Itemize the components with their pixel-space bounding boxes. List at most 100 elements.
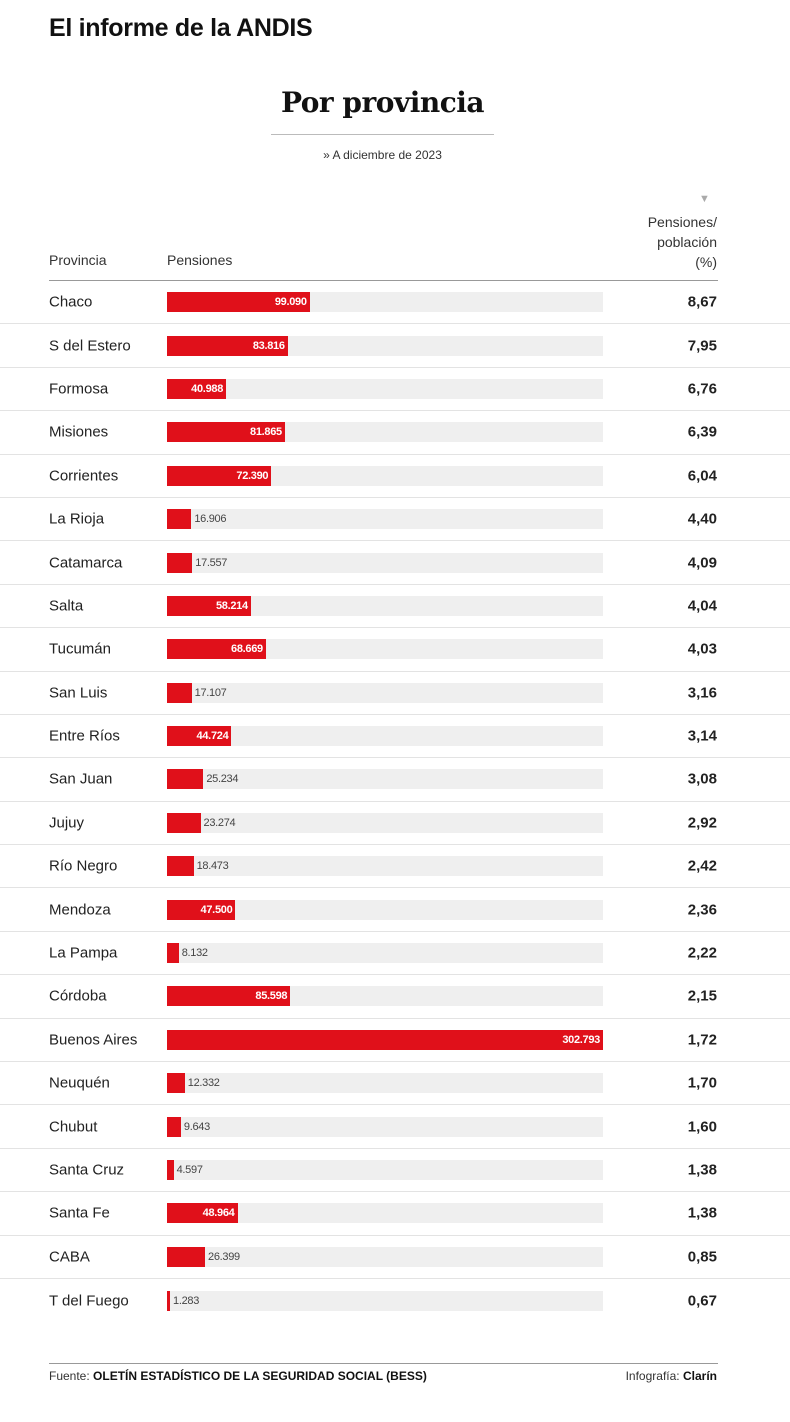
table-row: T del Fuego 1.283 0,67	[0, 1279, 790, 1322]
pensiones-value: 47.500	[200, 903, 233, 916]
bar-track: 44.724	[167, 726, 603, 747]
table-row: Córdoba 85.598 2,15	[0, 975, 790, 1019]
ratio-value: 1,38	[687, 1161, 717, 1179]
ratio-value: 2,92	[687, 814, 717, 832]
ratio-value: 1,38	[687, 1204, 717, 1222]
pensiones-bar	[167, 465, 272, 486]
province-label: Catamarca	[49, 554, 123, 572]
bar-track: 23.274	[167, 812, 603, 833]
table-row: S del Estero 83.816 7,95	[0, 324, 790, 368]
bar-track: 72.390	[167, 465, 603, 486]
province-label: Neuquén	[49, 1074, 110, 1092]
table-row: Buenos Aires 302.793 1,72	[0, 1019, 790, 1063]
ratio-value: 2,22	[687, 944, 717, 962]
column-header-ratio[interactable]: Pensiones/ población (%)	[648, 212, 717, 272]
pensiones-value: 44.724	[196, 730, 229, 743]
table-row: Neuquén 12.332 1,70	[0, 1062, 790, 1106]
pensiones-bar	[167, 1029, 603, 1050]
table-row: CABA 26.399 0,85	[0, 1236, 790, 1279]
bar-track: 85.598	[167, 986, 603, 1007]
credit-text: Clarín	[682, 1369, 717, 1383]
table-row: Mendoza 47.500 2,36	[0, 888, 790, 932]
pensiones-bar	[167, 639, 266, 660]
table-row: Jujuy 23.274 2,92	[0, 802, 790, 846]
province-label: Chubut	[49, 1118, 98, 1136]
ratio-value: 8,67	[687, 293, 717, 311]
pensiones-bar	[167, 1203, 238, 1224]
column-header-provincia[interactable]: Provincia	[49, 252, 107, 268]
pensiones-bar	[167, 335, 288, 356]
province-label: Formosa	[49, 380, 109, 398]
ratio-value: 4,09	[687, 554, 717, 572]
province-label: San Luis	[49, 684, 108, 702]
bar-track: 83.816	[167, 335, 603, 356]
pensiones-bar	[167, 899, 236, 920]
province-label: San Juan	[49, 770, 113, 788]
pensiones-value: 81.865	[250, 426, 282, 439]
pensiones-bar	[167, 422, 285, 443]
bar-track: 18.473	[167, 856, 603, 877]
pensiones-value: 26.399	[208, 1250, 240, 1263]
pensiones-value: 68.669	[231, 643, 263, 656]
ratio-value: 6,04	[687, 467, 717, 485]
ratio-value: 3,16	[687, 684, 717, 702]
table-row: Entre Ríos 44.724 3,14	[0, 715, 790, 759]
source-text: OLETÍN ESTADÍSTICO DE LA SEGURIDAD SOCIA…	[93, 1369, 427, 1383]
pensiones-bar	[167, 986, 291, 1007]
bar-track: 8.132	[167, 943, 603, 964]
table-row: Catamarca 17.557 4,09	[0, 541, 790, 585]
footer-divider	[49, 1363, 718, 1364]
pensiones-bar	[167, 1160, 174, 1180]
bar-track: 4.597	[167, 1160, 603, 1180]
pensiones-value: 12.332	[187, 1077, 220, 1090]
bar-track: 40.988	[167, 378, 603, 399]
table-row: La Pampa 8.132 2,22	[0, 932, 790, 976]
bar-track: 1.283	[167, 1290, 603, 1311]
pensiones-value: 23.274	[203, 816, 236, 829]
column-header-pensiones[interactable]: Pensiones	[167, 252, 233, 268]
pensiones-bar	[167, 856, 194, 877]
pensiones-value: 8.132	[181, 947, 208, 960]
province-label: CABA	[49, 1248, 90, 1266]
table-row: Chaco 99.090 8,67	[0, 281, 790, 325]
column-header-ratio-line3: (%)	[695, 254, 717, 270]
bar-track: 12.332	[167, 1073, 603, 1094]
pensiones-value: 25.234	[206, 773, 239, 786]
pensiones-value: 72.390	[236, 469, 269, 482]
credit-label: Infografía:	[625, 1369, 680, 1383]
pensiones-value: 83.816	[252, 339, 285, 352]
pensiones-value: 58.214	[215, 599, 248, 612]
pensiones-value: 17.107	[194, 686, 227, 699]
province-label: Río Negro	[49, 857, 118, 875]
header-divider	[49, 280, 718, 281]
ratio-value: 6,76	[687, 380, 717, 398]
table-row: Santa Fe 48.964 1,38	[0, 1192, 790, 1236]
province-label: T del Fuego	[49, 1292, 129, 1310]
province-label: Buenos Aires	[49, 1031, 138, 1049]
bar-track: 68.669	[167, 639, 603, 660]
pensiones-bar	[167, 552, 193, 573]
chart-subtitle: » A diciembre de 2023	[323, 148, 442, 162]
bar-track: 26.399	[167, 1246, 603, 1267]
ratio-value: 0,67	[687, 1292, 717, 1310]
pensiones-value: 48.964	[202, 1207, 235, 1220]
pensiones-bar	[167, 1073, 185, 1094]
ratio-value: 3,14	[687, 727, 717, 745]
ratio-value: 7,95	[687, 337, 717, 355]
pensiones-value: 17.557	[195, 556, 228, 569]
province-label: Santa Fe	[49, 1204, 110, 1222]
province-label: La Pampa	[49, 944, 118, 962]
chart-title: Por provincia	[280, 86, 485, 119]
sort-desc-icon[interactable]: ▼	[699, 193, 710, 205]
pensiones-bar	[167, 726, 232, 747]
ratio-value: 6,39	[687, 423, 717, 441]
bar-track: 17.557	[167, 552, 603, 573]
pensiones-bar	[167, 1246, 205, 1267]
table-row: San Juan 25.234 3,08	[0, 758, 790, 802]
bar-track: 47.500	[167, 899, 603, 920]
province-label: Salta	[49, 597, 84, 615]
ratio-value: 1,60	[687, 1118, 717, 1136]
pensiones-bar	[167, 292, 310, 313]
page-heading: El informe de la ANDIS	[49, 14, 313, 42]
province-label: Santa Cruz	[49, 1161, 125, 1179]
